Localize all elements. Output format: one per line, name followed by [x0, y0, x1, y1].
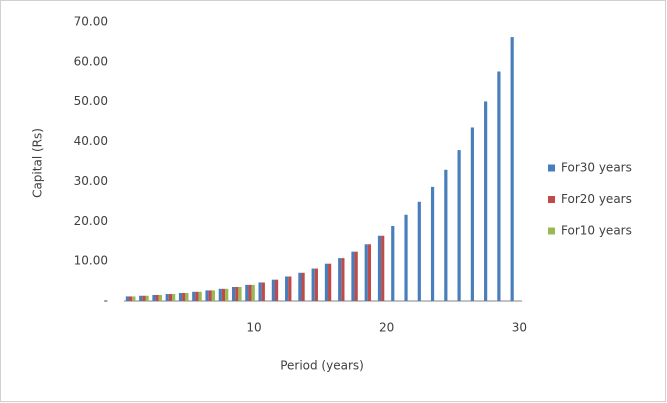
x-tick-label: 10 [246, 321, 261, 335]
bar [192, 291, 196, 301]
bar [198, 291, 202, 301]
bar [314, 268, 318, 301]
y-tick-label: 30.00 [74, 174, 108, 188]
x-tick-label: 20 [379, 321, 394, 335]
bar [298, 272, 302, 301]
bar [195, 291, 199, 301]
bar [274, 279, 279, 301]
bar [142, 295, 146, 301]
legend-label: For30 years [561, 161, 632, 175]
bar [404, 214, 408, 301]
bar [125, 296, 130, 301]
bar [497, 71, 501, 302]
bar [288, 276, 292, 301]
bar [139, 295, 143, 301]
y-tick-label: 60.00 [74, 54, 108, 68]
bar [182, 292, 186, 301]
bar [484, 101, 488, 301]
bar [172, 294, 176, 301]
bar [235, 286, 239, 301]
bar [238, 286, 242, 301]
bar [470, 127, 474, 301]
bar [145, 295, 149, 301]
bar [221, 288, 226, 301]
bar [245, 284, 249, 301]
bar [391, 225, 395, 301]
bar [510, 37, 514, 301]
x-tick-label: 30 [512, 321, 527, 335]
bar [417, 201, 421, 301]
bar [152, 294, 156, 301]
y-tick-label: - [104, 294, 108, 308]
bar [225, 288, 229, 301]
bar [328, 263, 332, 301]
bar [158, 294, 162, 301]
bar [271, 279, 275, 301]
bar [457, 150, 461, 301]
bar [381, 235, 385, 301]
bar [285, 276, 289, 301]
bar [129, 296, 133, 301]
x-axis-label: Period (years) [280, 359, 364, 373]
y-tick-label: 20.00 [74, 214, 108, 228]
bar [185, 292, 189, 301]
legend-swatch [548, 196, 555, 203]
bar [218, 288, 222, 301]
bar [324, 263, 329, 301]
bar [208, 290, 212, 301]
bar [205, 290, 209, 301]
legend-swatch [548, 164, 555, 172]
bar [168, 294, 173, 301]
bar [364, 244, 368, 301]
bar [261, 282, 265, 301]
bar [178, 292, 183, 301]
y-tick-label: 10.00 [74, 254, 108, 268]
y-axis-label: Capital (Rs) [31, 128, 45, 198]
bar [211, 290, 216, 301]
legend-label: For10 years [561, 224, 632, 238]
bar [132, 296, 136, 301]
bar [258, 282, 262, 301]
bar [251, 284, 255, 301]
bar [351, 251, 355, 301]
bar [377, 235, 382, 301]
y-tick-label: 50.00 [74, 94, 108, 108]
bar [444, 169, 448, 301]
y-tick-label: 40.00 [74, 134, 108, 148]
bar [165, 294, 169, 301]
bar [248, 284, 252, 301]
bar [231, 286, 236, 301]
bar [311, 268, 315, 301]
legend-swatch [548, 227, 555, 235]
bar [155, 294, 159, 301]
legend-label: For20 years [561, 192, 632, 206]
bar [341, 258, 345, 301]
bar [430, 186, 435, 301]
bar [338, 258, 342, 301]
y-tick-label: 70.00 [74, 15, 108, 29]
bar [301, 272, 305, 301]
bar [354, 251, 358, 301]
bar [367, 244, 372, 301]
